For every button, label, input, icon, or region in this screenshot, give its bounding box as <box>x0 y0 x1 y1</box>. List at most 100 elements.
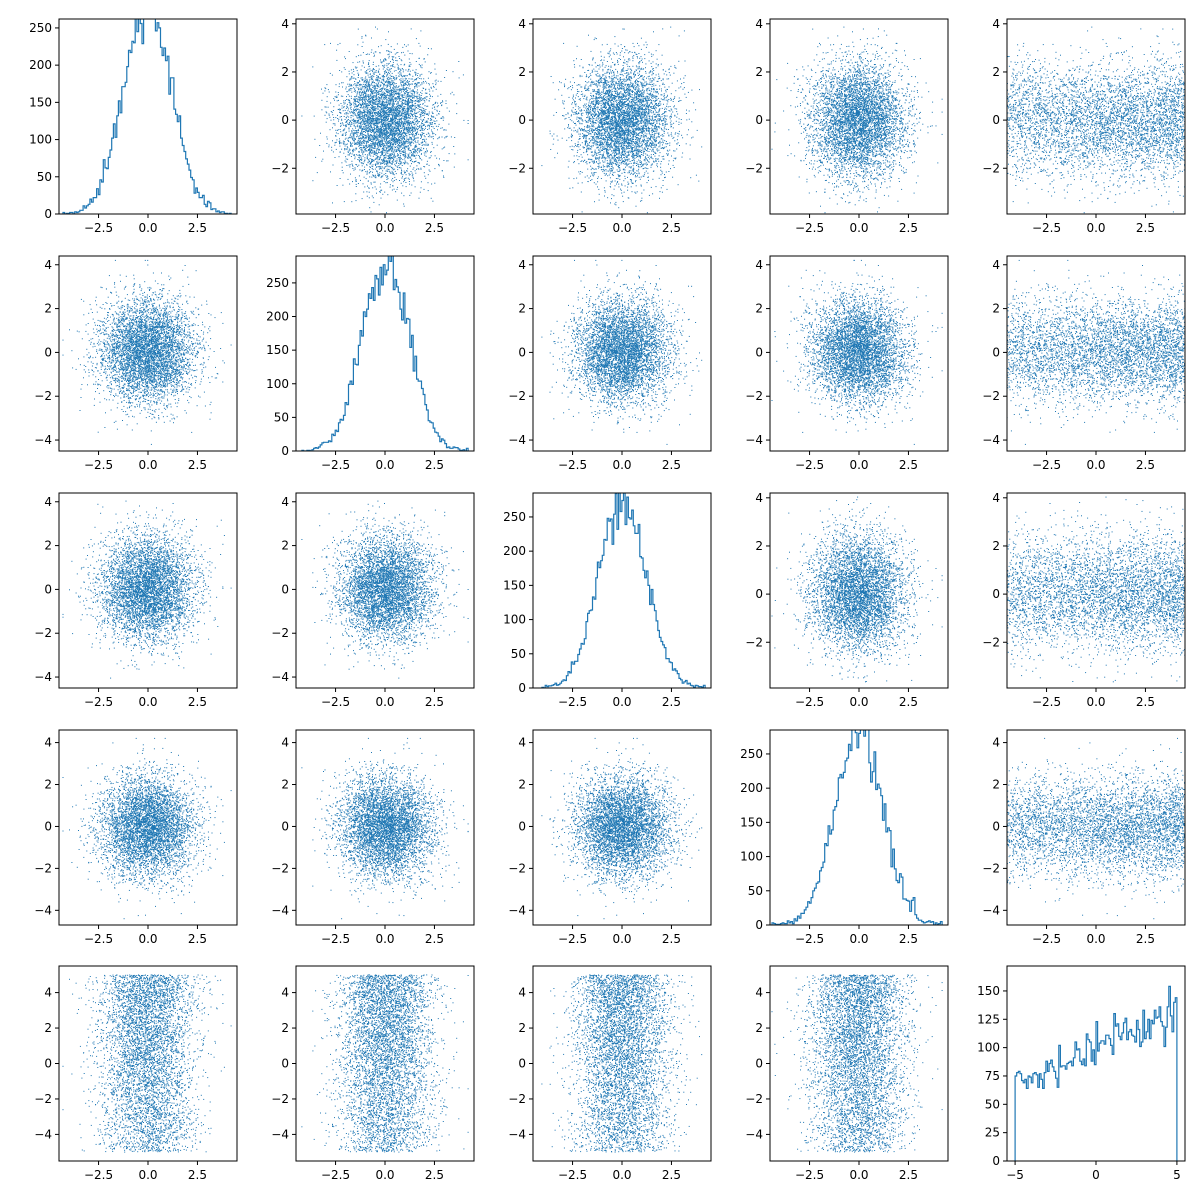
scatter-point <box>348 137 349 138</box>
scatter-point <box>380 115 381 116</box>
scatter-point <box>364 117 365 118</box>
scatter-point <box>351 85 352 86</box>
scatter-point <box>376 193 377 194</box>
scatter-point <box>357 92 358 93</box>
scatter-point <box>357 99 358 100</box>
scatter-point <box>324 90 325 91</box>
scatter-point <box>417 89 418 90</box>
scatter-point <box>379 157 380 158</box>
scatter-point <box>401 151 402 152</box>
scatter-point <box>382 153 383 154</box>
scatter-point <box>397 200 398 201</box>
scatter-point <box>393 56 394 57</box>
scatter-point <box>386 89 387 90</box>
scatter-point <box>419 101 420 102</box>
scatter-point <box>408 154 409 155</box>
scatter-point <box>418 105 419 106</box>
scatter-point <box>376 138 377 139</box>
scatter-point <box>385 161 386 162</box>
scatter-point <box>322 159 323 160</box>
scatter-point <box>388 64 389 65</box>
scatter-point <box>383 86 384 87</box>
scatter-point <box>424 113 425 114</box>
scatter-point <box>422 128 423 129</box>
scatter-point <box>346 159 347 160</box>
scatter-point <box>392 107 393 108</box>
scatter-point <box>372 101 373 102</box>
scatter-point <box>394 79 395 80</box>
scatter-point <box>403 79 404 80</box>
scatter-point <box>372 152 373 153</box>
scatter-point <box>399 58 400 59</box>
scatter-point <box>401 117 402 118</box>
scatter-point <box>363 62 364 63</box>
scatter-point <box>408 44 409 45</box>
scatter-point <box>409 62 410 63</box>
scatter-point <box>390 78 391 79</box>
scatter-point <box>410 74 411 75</box>
scatter-point <box>432 108 433 109</box>
scatter-point <box>409 125 410 126</box>
scatter-point <box>370 147 371 148</box>
scatter-point <box>338 94 339 95</box>
scatter-point <box>355 139 356 140</box>
scatter-point <box>360 180 361 181</box>
scatter-point <box>396 134 397 135</box>
scatter-point <box>411 108 412 109</box>
scatter-point <box>414 111 415 112</box>
scatter-point <box>399 93 400 94</box>
scatter-point <box>364 186 365 187</box>
scatter-point <box>339 86 340 87</box>
scatter-point <box>366 107 367 108</box>
scatter-point <box>427 161 428 162</box>
scatter-point <box>388 121 389 122</box>
scatter-point <box>433 120 434 121</box>
scatter-point <box>424 153 425 154</box>
scatter-point <box>385 142 386 143</box>
scatter-point <box>407 114 408 115</box>
scatter-point <box>420 158 421 159</box>
scatter-point <box>390 157 391 158</box>
scatter-point <box>360 137 361 138</box>
scatter-point <box>374 118 375 119</box>
scatter-point <box>379 98 380 99</box>
scatter-point <box>340 112 341 113</box>
scatter-point <box>363 117 364 118</box>
scatter-point <box>384 136 385 137</box>
scatter-point <box>389 102 390 103</box>
scatter-point <box>347 112 348 113</box>
scatter-point <box>354 125 355 126</box>
scatter-point <box>374 82 375 83</box>
scatter-point <box>351 111 352 112</box>
scatter-point <box>428 48 429 49</box>
scatter-point <box>386 118 387 119</box>
scatter-point <box>431 151 432 152</box>
scatter-point <box>412 103 413 104</box>
scatter-point <box>412 79 413 80</box>
scatter-point <box>347 144 348 145</box>
scatter-point <box>414 135 415 136</box>
scatter-point <box>430 157 431 158</box>
scatter-point <box>347 120 348 121</box>
scatter-point <box>370 115 371 116</box>
scatter-point <box>431 184 432 185</box>
scatter-point <box>436 115 437 116</box>
scatter-point <box>351 115 352 116</box>
scatter-point <box>385 116 386 117</box>
scatter-point <box>365 80 366 81</box>
scatter-point <box>389 161 390 162</box>
scatter-point <box>376 66 377 67</box>
scatter-point <box>393 60 394 61</box>
scatter-point <box>339 83 340 84</box>
scatter-point <box>375 118 376 119</box>
scatter-point <box>407 109 408 110</box>
scatter-point <box>373 91 374 92</box>
scatter-point <box>368 146 369 147</box>
scatter-point <box>344 113 345 114</box>
scatter-point <box>356 56 357 57</box>
scatter-point <box>375 51 376 52</box>
scatter-point <box>371 139 372 140</box>
scatter-point <box>391 76 392 77</box>
scatter-point <box>412 130 413 131</box>
scatter-point <box>434 183 435 184</box>
